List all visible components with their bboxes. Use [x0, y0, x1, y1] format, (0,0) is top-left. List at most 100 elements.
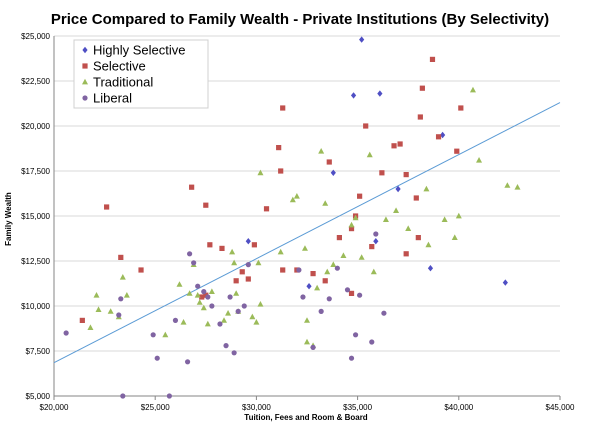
- selective-point: [310, 271, 316, 277]
- liberal-point: [369, 339, 375, 345]
- traditional-point: [93, 292, 100, 298]
- highly-selective-point: [502, 279, 508, 286]
- x-tick-label: $40,000: [444, 403, 473, 412]
- legend-marker-traditional: [82, 78, 88, 85]
- liberal-point: [187, 251, 193, 257]
- traditional-point: [194, 292, 201, 298]
- selective-point: [391, 143, 397, 149]
- liberal-point: [191, 260, 197, 266]
- y-tick-label: $17,500: [21, 167, 50, 176]
- traditional-point: [87, 324, 94, 330]
- selective-point: [429, 56, 436, 62]
- traditional-point: [393, 207, 400, 213]
- tick-labels: $5,000 $7,500 $10,000 $12,500 $15,000 $17,500…: [21, 32, 575, 412]
- liberal-point: [116, 312, 122, 318]
- traditional-point: [318, 148, 325, 154]
- liberal-point: [63, 330, 69, 336]
- traditional-point: [123, 292, 130, 298]
- selective-point: [245, 276, 251, 282]
- data-points: [63, 36, 521, 399]
- y-tick-label: $5,000: [26, 392, 51, 401]
- selective-point: [189, 184, 195, 190]
- selective-point: [203, 202, 209, 208]
- highly-selective-point: [245, 238, 251, 245]
- selective-point: [454, 148, 460, 154]
- y-tick-label: $15,000: [21, 212, 50, 221]
- liberal-point: [227, 294, 233, 300]
- traditional-point: [221, 317, 228, 323]
- traditional-point: [514, 184, 521, 190]
- liberal-series: [63, 231, 387, 399]
- selective-point: [348, 290, 355, 296]
- traditional-point: [176, 281, 183, 287]
- traditional-point: [451, 234, 458, 240]
- traditional-point: [200, 304, 207, 311]
- traditional-point: [208, 288, 215, 294]
- traditional-point: [370, 268, 377, 275]
- legend-label-selective: Selective: [93, 59, 146, 74]
- liberal-point: [223, 343, 229, 349]
- traditional-point: [314, 284, 321, 291]
- traditional-point: [304, 338, 310, 345]
- trendline: [53, 102, 561, 364]
- liberal-point: [334, 265, 340, 271]
- selective-point: [369, 244, 375, 250]
- traditional-point: [253, 319, 260, 325]
- traditional-point: [229, 248, 236, 255]
- legend-label-traditional: Traditional: [93, 75, 153, 90]
- traditional-point: [255, 259, 262, 266]
- selective-point: [263, 206, 270, 212]
- y-tick-label: $20,000: [21, 122, 50, 131]
- highly-selective-point: [377, 90, 383, 97]
- traditional-point: [186, 290, 193, 296]
- highly-selective-point: [427, 265, 434, 272]
- legend-label-liberal: Liberal: [93, 91, 132, 106]
- traditional-point: [476, 157, 483, 163]
- selective-point: [326, 159, 332, 165]
- selective-point: [403, 251, 409, 257]
- traditional-point: [231, 259, 238, 266]
- selective-point: [203, 292, 209, 298]
- legend-marker-selective: [82, 63, 88, 69]
- traditional-point: [204, 320, 211, 327]
- highly-selective-series: [245, 36, 508, 290]
- traditional-point: [504, 182, 511, 188]
- liberal-point: [357, 292, 363, 298]
- liberal-point: [344, 287, 351, 293]
- selective-point: [419, 85, 425, 91]
- highly-selective-point: [330, 169, 336, 176]
- liberal-point: [245, 262, 251, 268]
- traditional-point: [225, 310, 232, 316]
- liberal-point: [205, 294, 211, 300]
- liberal-point: [231, 350, 237, 356]
- liberal-point: [373, 231, 379, 237]
- x-tick-label: $30,000: [242, 403, 271, 412]
- legend-marker-highly-selective: [82, 46, 88, 54]
- selective-point: [379, 170, 385, 176]
- selective-point: [251, 242, 257, 248]
- selective-point: [403, 172, 409, 178]
- selective-point: [104, 204, 110, 210]
- traditional-point: [340, 252, 347, 258]
- highly-selective-point: [350, 92, 357, 99]
- liberal-point: [381, 310, 387, 316]
- legend-marker-liberal: [82, 95, 88, 101]
- traditional-point: [257, 169, 264, 176]
- traditional-point: [441, 216, 448, 222]
- selective-point: [322, 278, 328, 284]
- traditional-point: [196, 299, 203, 305]
- traditional-point: [324, 268, 331, 275]
- traditional-point: [358, 254, 365, 260]
- liberal-point: [172, 317, 179, 323]
- y-tick-label: $10,000: [21, 302, 50, 311]
- highly-selective-point: [373, 238, 379, 245]
- traditional-point: [257, 301, 264, 307]
- selective-point: [417, 114, 423, 120]
- traditional-point: [293, 193, 300, 199]
- selective-point: [397, 141, 403, 147]
- axes: [53, 36, 561, 400]
- selective-point: [278, 168, 284, 174]
- traditional-point: [382, 216, 389, 222]
- liberal-point: [150, 332, 156, 338]
